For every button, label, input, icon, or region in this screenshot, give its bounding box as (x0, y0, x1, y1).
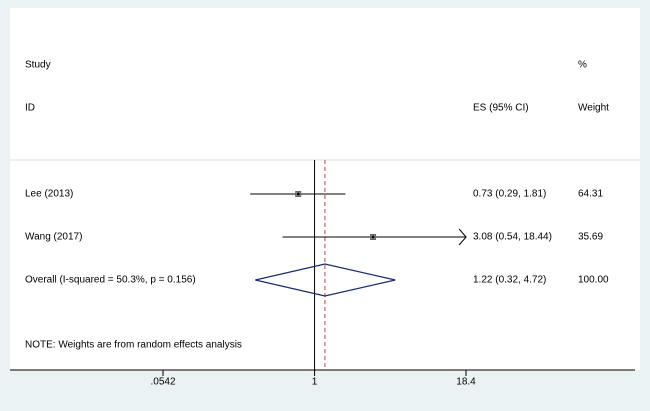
es-label: 0.73 (0.29, 1.81) (473, 189, 546, 200)
overall-es-label: 1.22 (0.32, 4.72) (473, 275, 546, 286)
study-point (296, 192, 300, 196)
es-label: 3.08 (0.54, 18.44) (473, 232, 552, 243)
note: NOTE: Weights are from random effects an… (25, 340, 242, 351)
study-name: Lee (2013) (25, 189, 73, 200)
header-pct: % (578, 60, 587, 71)
x-tick-label: 1 (312, 377, 318, 388)
header-id: ID (25, 103, 35, 114)
ci-arrow (458, 228, 467, 246)
header-study: Study (25, 60, 51, 71)
weight-label: 64.31 (578, 189, 603, 200)
x-tick-label: .0542 (150, 377, 175, 388)
x-tick-label: 18.4 (456, 377, 476, 388)
study-point (371, 235, 375, 239)
study-name: Wang (2017) (25, 232, 82, 243)
weight-label: 35.69 (578, 232, 603, 243)
overall-diamond (255, 263, 396, 297)
header-weight: Weight (578, 103, 609, 114)
overall-weight: 100.00 (578, 275, 609, 286)
overall-name: Overall (I-squared = 50.3%, p = 0.156) (25, 275, 196, 286)
header-es: ES (95% CI) (473, 103, 529, 114)
